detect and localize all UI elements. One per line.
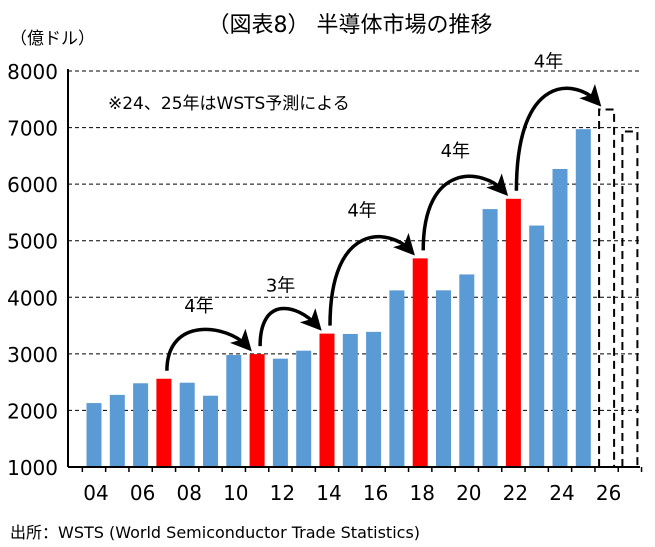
bar [109, 394, 125, 467]
forecast-bar [621, 130, 639, 467]
x-tick-label: 14 [316, 481, 341, 505]
period-label: 3年 [266, 276, 295, 297]
x-tick-label: 16 [363, 481, 388, 505]
bar [226, 354, 242, 467]
bar [459, 274, 475, 467]
bar [296, 350, 312, 467]
x-tick-label: 06 [130, 481, 155, 505]
y-tick-label: 2000 [7, 399, 58, 423]
x-tick-label: 24 [549, 481, 574, 505]
chart-title: （図表8） 半導体市場の推移 [208, 13, 493, 38]
source-note: 出所：WSTS (World Semiconductor Trade Stati… [10, 523, 420, 542]
forecast-bar [598, 108, 616, 467]
y-tick-label: 5000 [7, 230, 58, 254]
bar [529, 225, 545, 467]
bar [342, 333, 358, 467]
bar [366, 331, 382, 467]
period-arrow [258, 306, 322, 347]
bar [179, 382, 195, 467]
y-tick-label: 7000 [7, 117, 58, 141]
x-tick-label: 20 [456, 481, 481, 505]
y-tick-label: 4000 [7, 286, 58, 310]
period-label: 4年 [441, 141, 470, 162]
period-arrow [328, 232, 415, 326]
x-tick-label: 18 [409, 481, 434, 505]
y-axis-label: （億ドル） [10, 29, 95, 49]
x-tick-label: 08 [176, 481, 201, 505]
x-tick-label: 04 [83, 481, 108, 505]
forecast-note: ※24、25年はWSTS予測による [108, 94, 350, 114]
bar [436, 290, 451, 467]
bar [552, 168, 568, 467]
x-tick-label: 22 [503, 481, 528, 505]
highlight-bar [249, 354, 265, 467]
highlight-bar [412, 258, 428, 467]
highlight-bar [319, 333, 335, 467]
bar [389, 290, 405, 467]
y-tick-label: 6000 [7, 173, 58, 197]
bar [203, 395, 218, 467]
period-label: 4年 [184, 296, 213, 317]
bar [86, 403, 102, 467]
bar [575, 129, 591, 467]
y-tick-label: 3000 [7, 343, 58, 367]
period-arrow [165, 327, 252, 371]
y-tick-label: 8000 [7, 60, 58, 84]
period-label: 4年 [347, 200, 376, 221]
bar [133, 383, 149, 467]
bar [272, 358, 288, 467]
period-label: 4年 [534, 51, 563, 72]
x-tick-label: 12 [270, 481, 295, 505]
period-arrow [514, 84, 602, 191]
highlight-bar [156, 378, 172, 467]
period-arrow [421, 173, 509, 251]
highlight-bar [505, 198, 521, 467]
x-tick-label: 26 [596, 481, 621, 505]
x-tick-label: 10 [223, 481, 248, 505]
y-tick-label: 1000 [7, 456, 58, 480]
bar [482, 209, 498, 467]
